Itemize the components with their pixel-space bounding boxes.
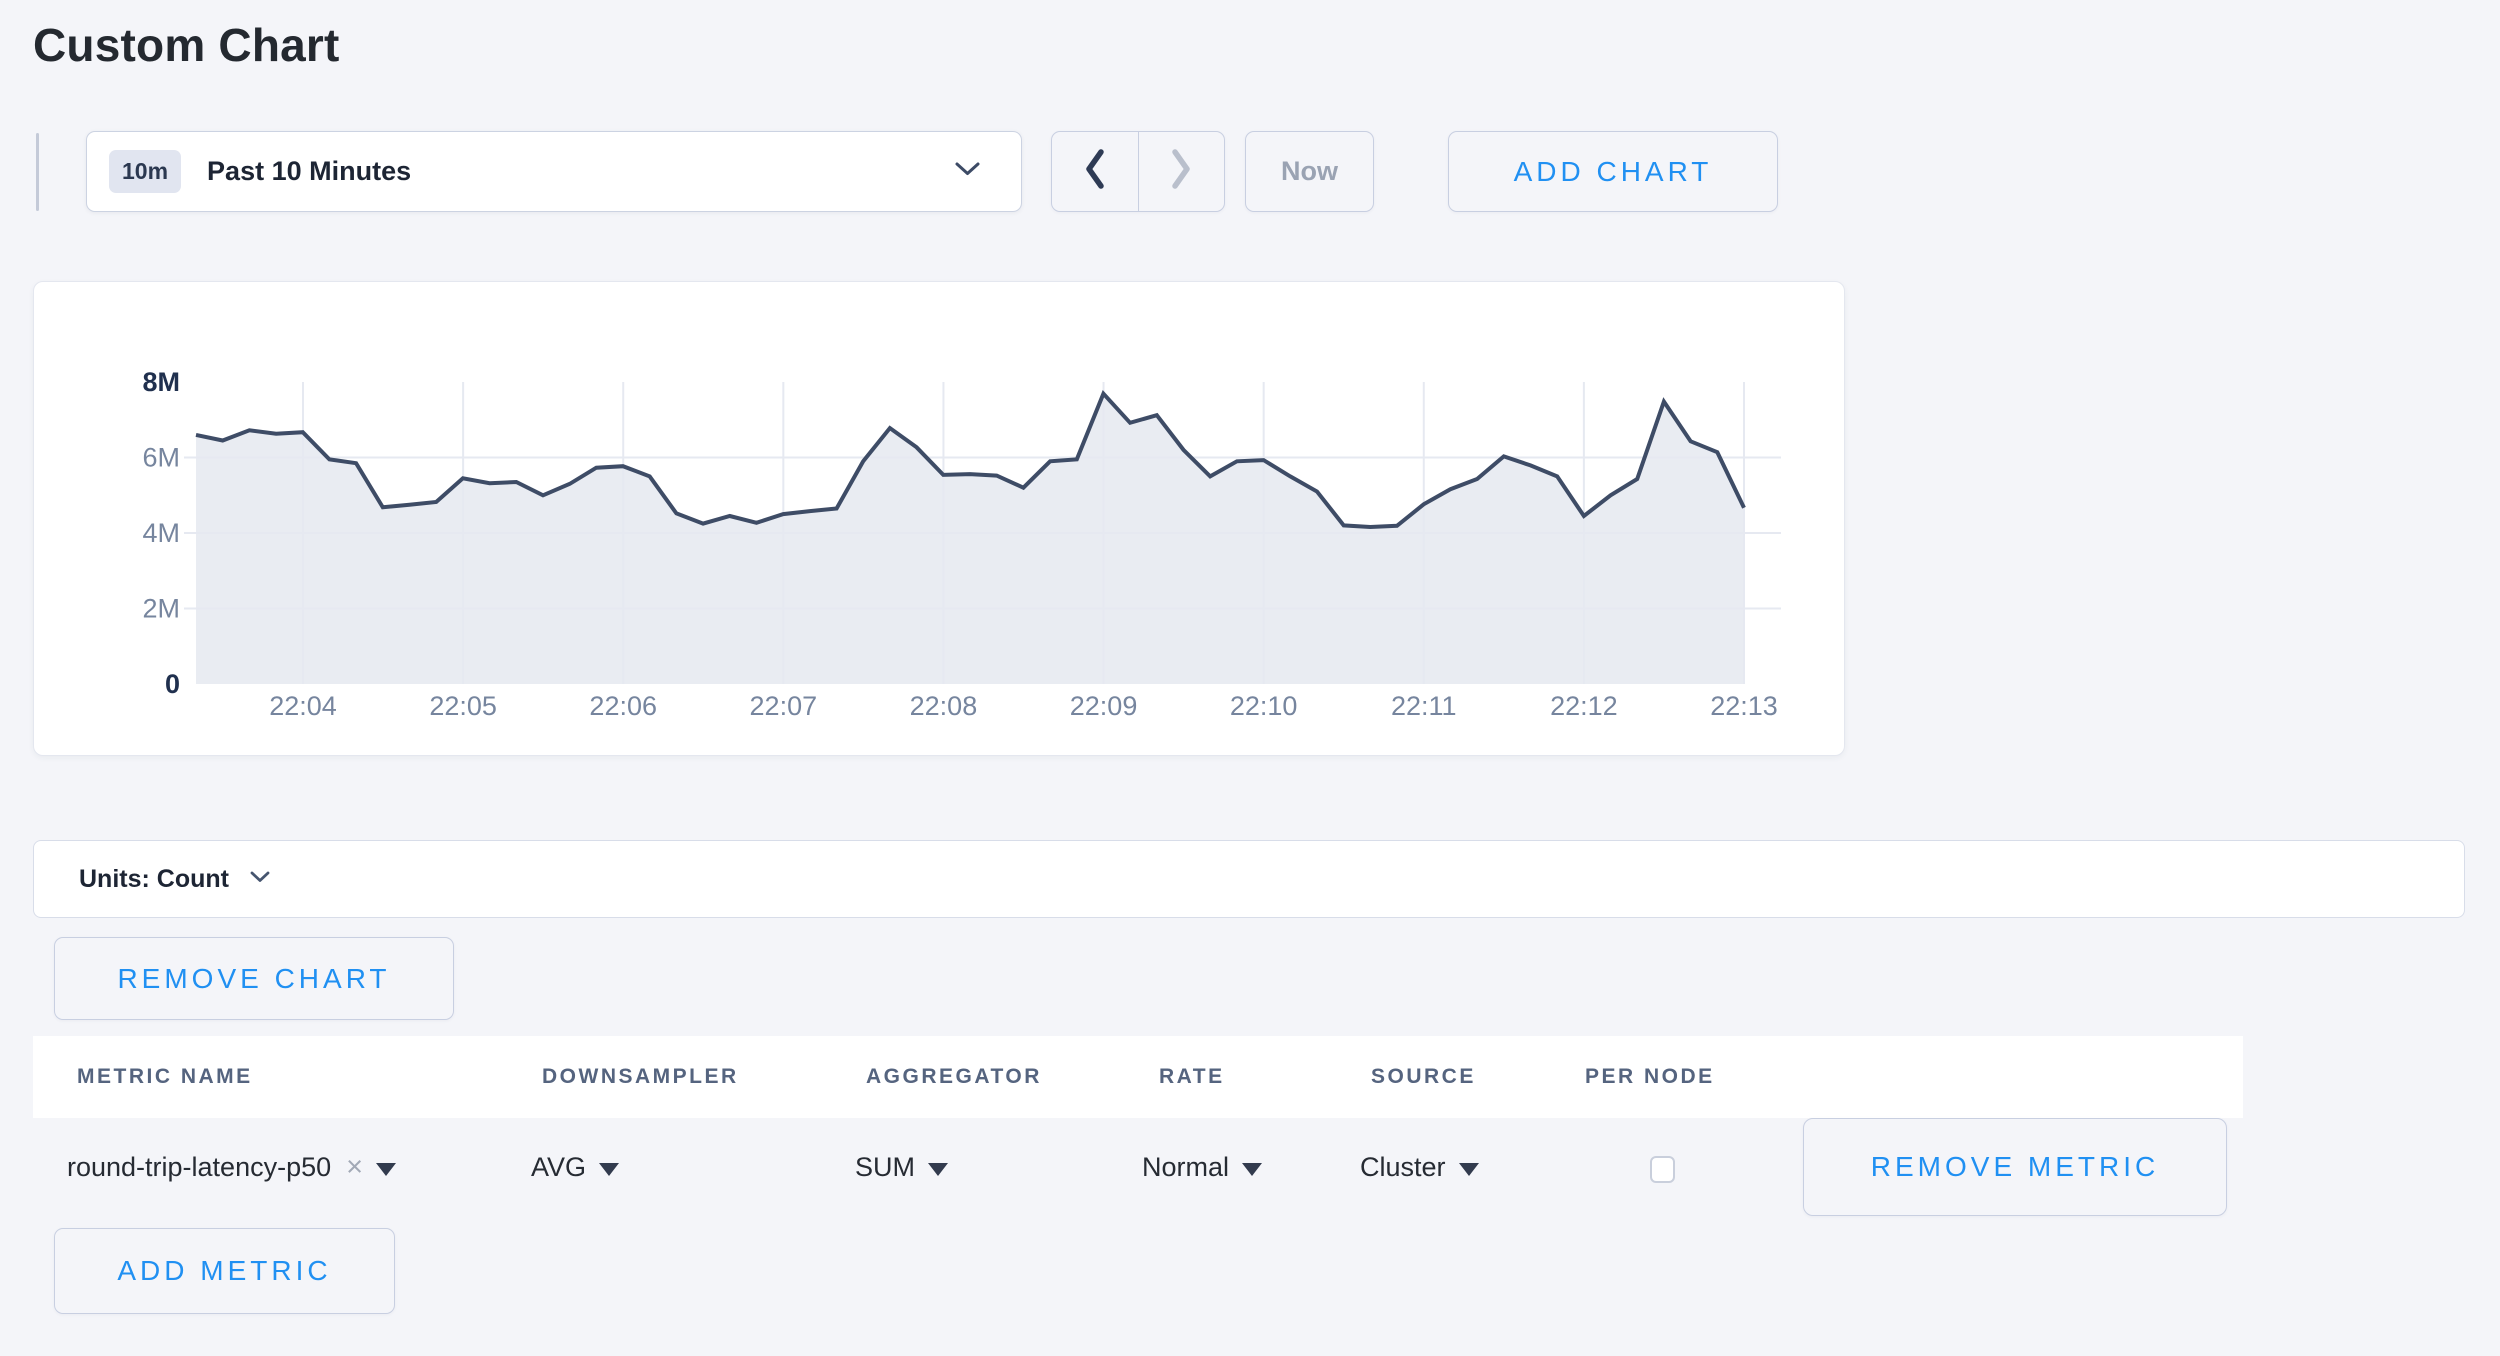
- column-header-downsampler: DOWNSAMPLER: [542, 1065, 739, 1088]
- chart-card: 0 2M 4M 6M 8M 22:04 22:05 22:06 22:07 22:08 22:09 2…: [33, 281, 1845, 756]
- svg-text:22:05: 22:05: [429, 691, 497, 721]
- column-header-source: SOURCE: [1371, 1065, 1476, 1088]
- svg-text:8M: 8M: [142, 367, 180, 397]
- rate-value: Normal: [1142, 1151, 1230, 1182]
- metrics-table-header: METRIC NAME DOWNSAMPLER AGGREGATOR RATE …: [33, 1036, 2243, 1118]
- metric-name-select[interactable]: round-trip-latency-p50 ×: [67, 1118, 397, 1216]
- svg-text:22:06: 22:06: [589, 691, 657, 721]
- aggregator-select[interactable]: SUM: [855, 1118, 948, 1216]
- chevron-left-icon: [1081, 146, 1109, 197]
- column-header-rate: RATE: [1159, 1065, 1225, 1088]
- column-header-per-node: PER NODE: [1585, 1065, 1715, 1088]
- add-metric-button[interactable]: ADD METRIC: [54, 1228, 395, 1314]
- svg-text:22:04: 22:04: [269, 691, 337, 721]
- svg-text:4M: 4M: [142, 518, 180, 548]
- column-header-aggregator: AGGREGATOR: [866, 1065, 1042, 1088]
- svg-text:22:09: 22:09: [1070, 691, 1138, 721]
- dropdown-arrow-icon: [599, 1162, 620, 1176]
- dropdown-arrow-icon: [1242, 1162, 1263, 1176]
- time-forward-button[interactable]: [1137, 132, 1225, 211]
- units-dropdown[interactable]: Units: Count: [33, 840, 2465, 918]
- time-scale-badge: 10m: [109, 150, 182, 193]
- chevron-down-icon: [249, 870, 271, 889]
- downsampler-select[interactable]: AVG: [531, 1118, 620, 1216]
- custom-chart-svg: 0 2M 4M 6M 8M 22:04 22:05 22:06 22:07 22:08 22:09 2…: [142, 367, 1781, 721]
- metric-name-value: round-trip-latency-p50: [67, 1151, 332, 1182]
- chevron-down-icon: [954, 161, 981, 182]
- svg-text:22:07: 22:07: [750, 691, 818, 721]
- svg-text:2M: 2M: [142, 594, 180, 624]
- source-value: Cluster: [1360, 1151, 1446, 1182]
- per-node-checkbox[interactable]: [1650, 1156, 1675, 1183]
- svg-text:22:11: 22:11: [1391, 691, 1457, 721]
- dropdown-arrow-icon: [928, 1162, 948, 1176]
- svg-text:22:10: 22:10: [1230, 691, 1298, 721]
- remove-metric-button[interactable]: REMOVE METRIC: [1803, 1118, 2227, 1216]
- page-title: Custom Chart: [33, 19, 340, 71]
- toolbar-divider: [36, 133, 39, 211]
- time-range-dropdown[interactable]: 10m Past 10 Minutes: [86, 131, 1022, 212]
- time-range-label: Past 10 Minutes: [207, 156, 412, 186]
- svg-text:6M: 6M: [142, 443, 180, 473]
- units-label: Units: Count: [79, 864, 229, 893]
- chevron-right-icon: [1167, 146, 1195, 197]
- svg-text:0: 0: [165, 669, 180, 699]
- dropdown-arrow-icon: [376, 1162, 397, 1176]
- time-back-button[interactable]: [1052, 132, 1138, 211]
- svg-text:22:08: 22:08: [910, 691, 978, 721]
- remove-chart-button[interactable]: REMOVE CHART: [54, 937, 454, 1020]
- rate-select[interactable]: Normal: [1142, 1118, 1263, 1216]
- clear-metric-icon[interactable]: ×: [346, 1150, 364, 1183]
- source-select[interactable]: Cluster: [1360, 1118, 1479, 1216]
- svg-text:22:12: 22:12: [1550, 691, 1618, 721]
- dropdown-arrow-icon: [1458, 1162, 1479, 1176]
- svg-text:22:13: 22:13: [1710, 691, 1778, 721]
- column-header-metric-name: METRIC NAME: [77, 1065, 253, 1088]
- downsampler-value: AVG: [531, 1151, 587, 1182]
- now-button[interactable]: Now: [1245, 131, 1374, 212]
- aggregator-value: SUM: [855, 1151, 915, 1182]
- add-chart-button[interactable]: ADD CHART: [1448, 131, 1778, 212]
- time-shift-group: [1051, 131, 1225, 212]
